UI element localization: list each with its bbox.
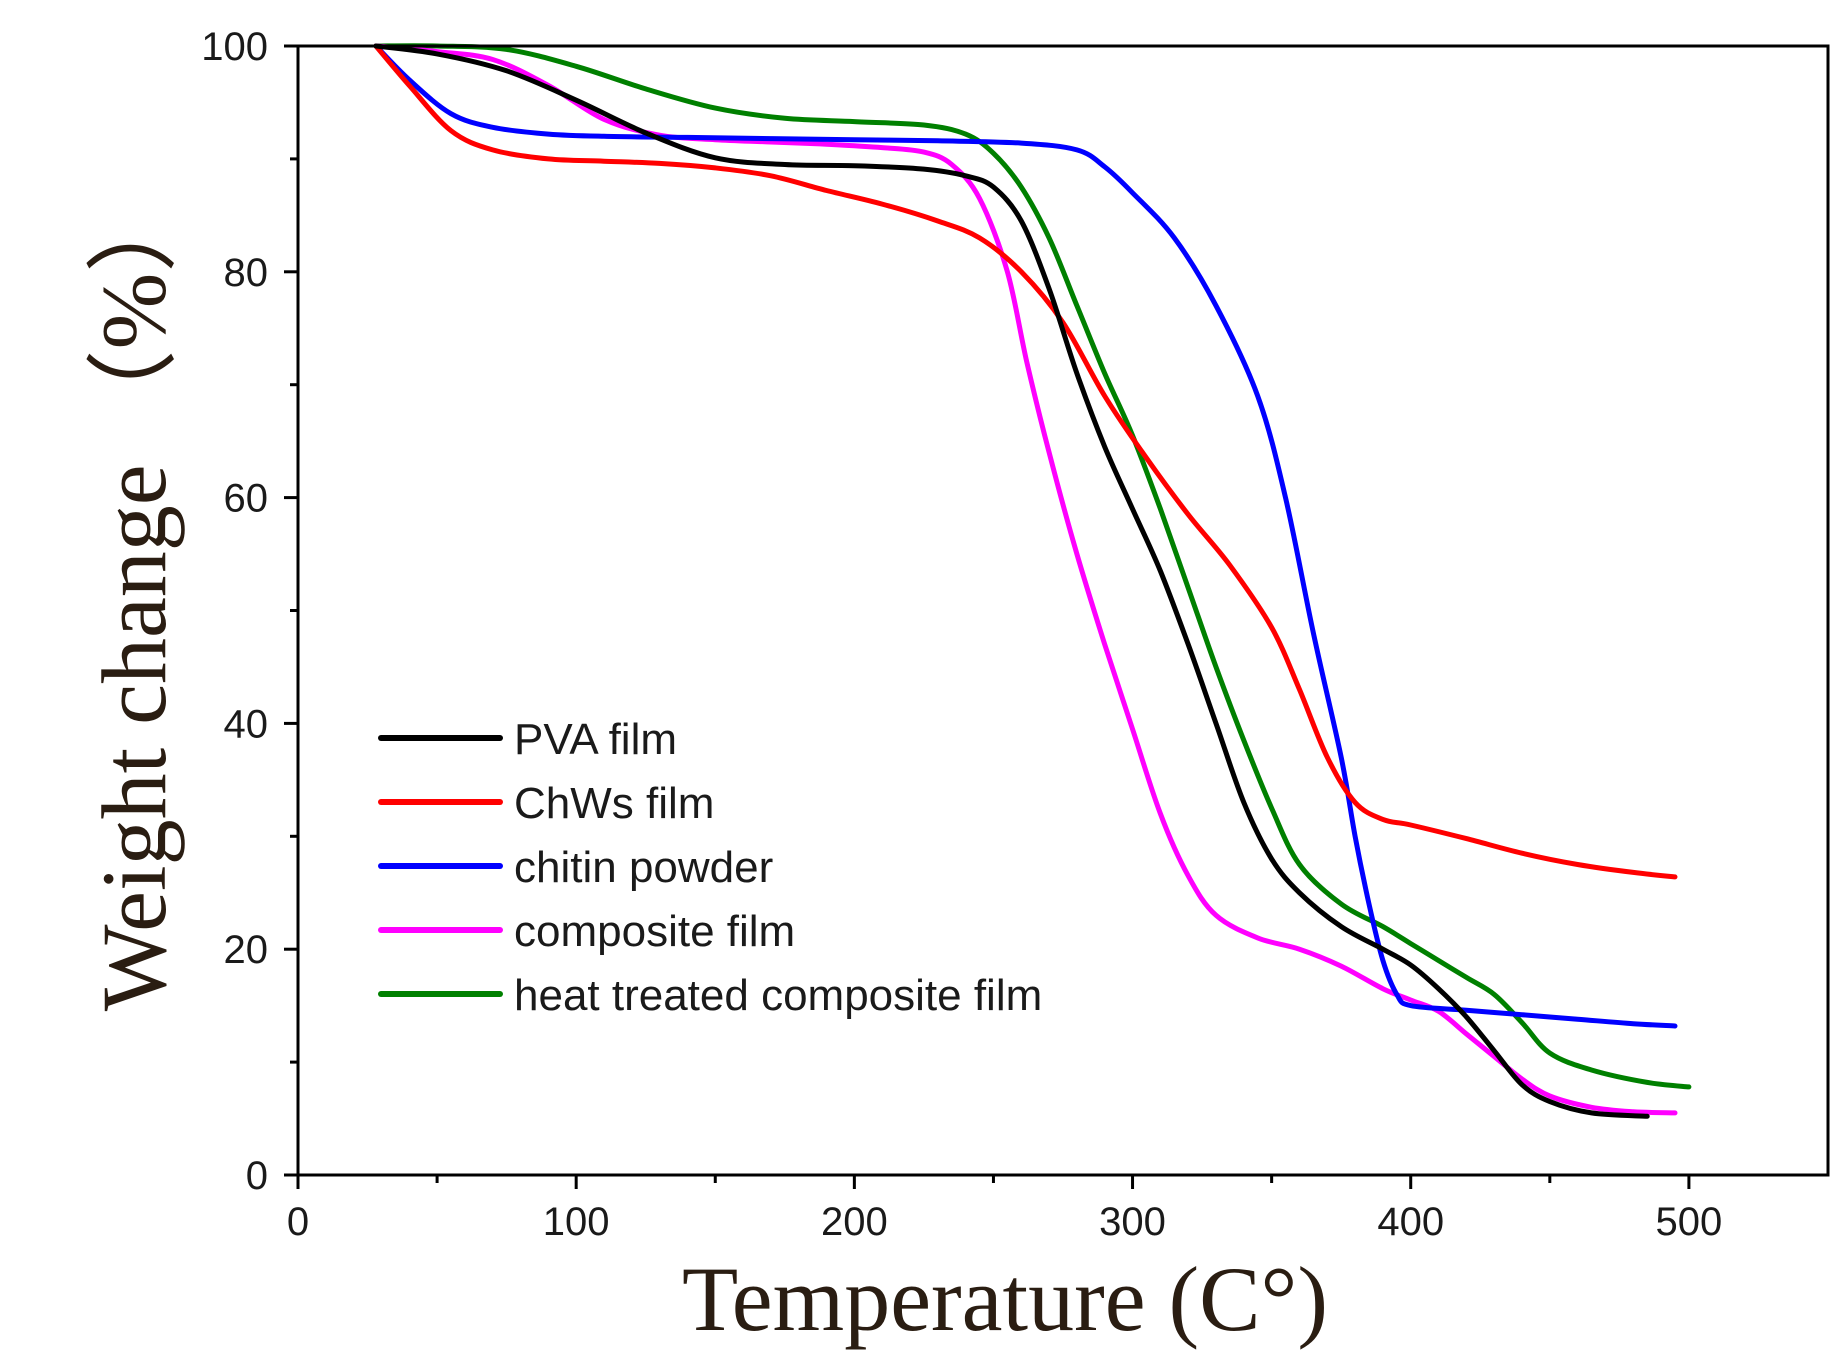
tick-labels: 0 100 200 300 400 500 0 20 40 60 80 100 xyxy=(201,25,1722,1244)
legend: PVA film ChWs film chitin powder composite … xyxy=(378,715,1042,1020)
legend-label-pva-film: PVA film xyxy=(514,715,677,764)
x-tick-label: 400 xyxy=(1377,1200,1444,1244)
x-tick-label: 500 xyxy=(1656,1200,1723,1244)
series-line-chws-film xyxy=(373,43,1678,880)
x-axis-title: Temperature (C°) xyxy=(682,1248,1328,1350)
legend-label-composite-film: composite film xyxy=(514,907,795,956)
y-tick-label: 80 xyxy=(224,251,269,295)
y-tick-label: 40 xyxy=(224,702,269,746)
x-tick-label: 100 xyxy=(543,1200,610,1244)
legend-label-chitin-powder: chitin powder xyxy=(514,843,773,892)
legend-label-chws-film: ChWs film xyxy=(514,779,714,828)
x-tick-label: 300 xyxy=(1099,1200,1166,1244)
legend-label-heat-treated-composite-film: heat treated composite film xyxy=(514,971,1042,1020)
series-line-heat-treated-composite-film xyxy=(373,43,1692,1090)
y-tick-label: 60 xyxy=(224,477,269,521)
y-tick-label: 100 xyxy=(201,25,268,69)
y-axis-title: Weight change （%） xyxy=(83,181,185,1012)
series-line-pva-film xyxy=(373,43,1650,1119)
series-lines xyxy=(373,43,1692,1119)
axis-ticks xyxy=(284,44,1691,1189)
y-tick-label: 0 xyxy=(246,1154,268,1198)
x-tick-label: 200 xyxy=(821,1200,888,1244)
y-tick-label: 20 xyxy=(224,928,269,972)
x-tick-label: 0 xyxy=(287,1200,309,1244)
series-line-chitin-powder xyxy=(373,43,1678,1029)
